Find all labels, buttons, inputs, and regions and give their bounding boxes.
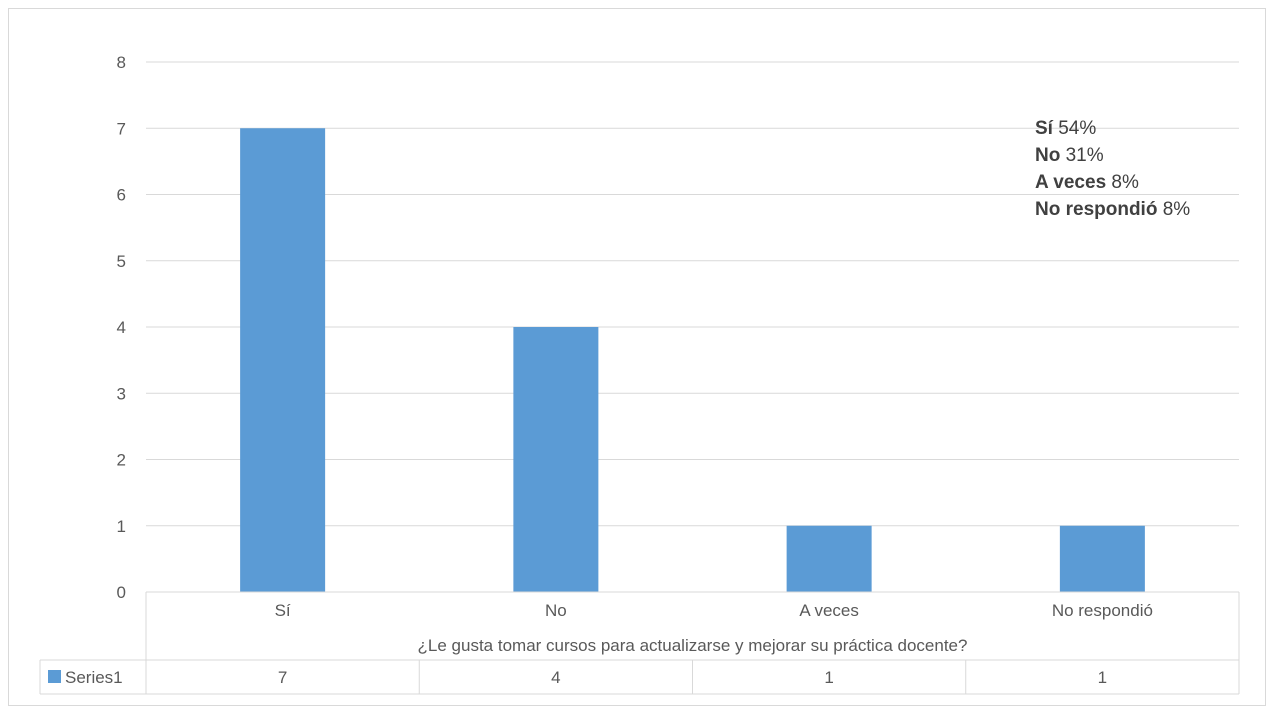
x-category-label: Sí xyxy=(275,601,291,620)
x-category-label: No respondió xyxy=(1052,601,1153,620)
annotation-line-a-veces: A veces 8% xyxy=(1035,172,1139,193)
x-category-label: No xyxy=(545,601,567,620)
y-tick-label: 7 xyxy=(117,119,126,138)
annotation-line-no-respondio: No respondió 8% xyxy=(1035,199,1191,220)
y-tick-label: 2 xyxy=(117,451,126,470)
legend-swatch xyxy=(48,670,61,683)
x-category-label: A veces xyxy=(799,601,859,620)
legend-series-name: Series1 xyxy=(65,668,123,687)
gridlines xyxy=(146,61,1239,527)
bar xyxy=(1059,525,1145,592)
y-tick-label: 5 xyxy=(117,252,126,271)
y-tick-label: 6 xyxy=(117,186,126,205)
data-table: Sí No A veces No respondió ¿Le gusta tomar c… xyxy=(39,591,1240,695)
percentage-annotation: Sí 54% No 31% A veces 8% No respondió 8% xyxy=(1035,115,1190,223)
annotation-line-no: No 31% xyxy=(1035,145,1104,166)
chart-frame xyxy=(8,8,1266,706)
bar xyxy=(513,327,599,592)
y-tick-label: 1 xyxy=(117,517,126,536)
bars xyxy=(240,128,1145,592)
y-tick-label: 3 xyxy=(117,384,126,403)
table-value-cell: 4 xyxy=(551,668,560,687)
annotation-line-si: Sí 54% xyxy=(1035,118,1097,139)
y-axis-ticks: 0 1 2 3 4 5 6 7 8 xyxy=(117,53,126,602)
y-tick-label: 4 xyxy=(117,318,126,337)
table-value-cell: 7 xyxy=(278,668,287,687)
table-value-cell: 1 xyxy=(824,668,833,687)
x-axis-title: ¿Le gusta tomar cursos para actualizarse… xyxy=(418,636,968,655)
y-tick-label: 0 xyxy=(117,583,126,602)
bar xyxy=(240,128,326,592)
bar xyxy=(786,525,872,592)
table-value-cell: 1 xyxy=(1098,668,1107,687)
y-tick-label: 8 xyxy=(117,53,126,72)
